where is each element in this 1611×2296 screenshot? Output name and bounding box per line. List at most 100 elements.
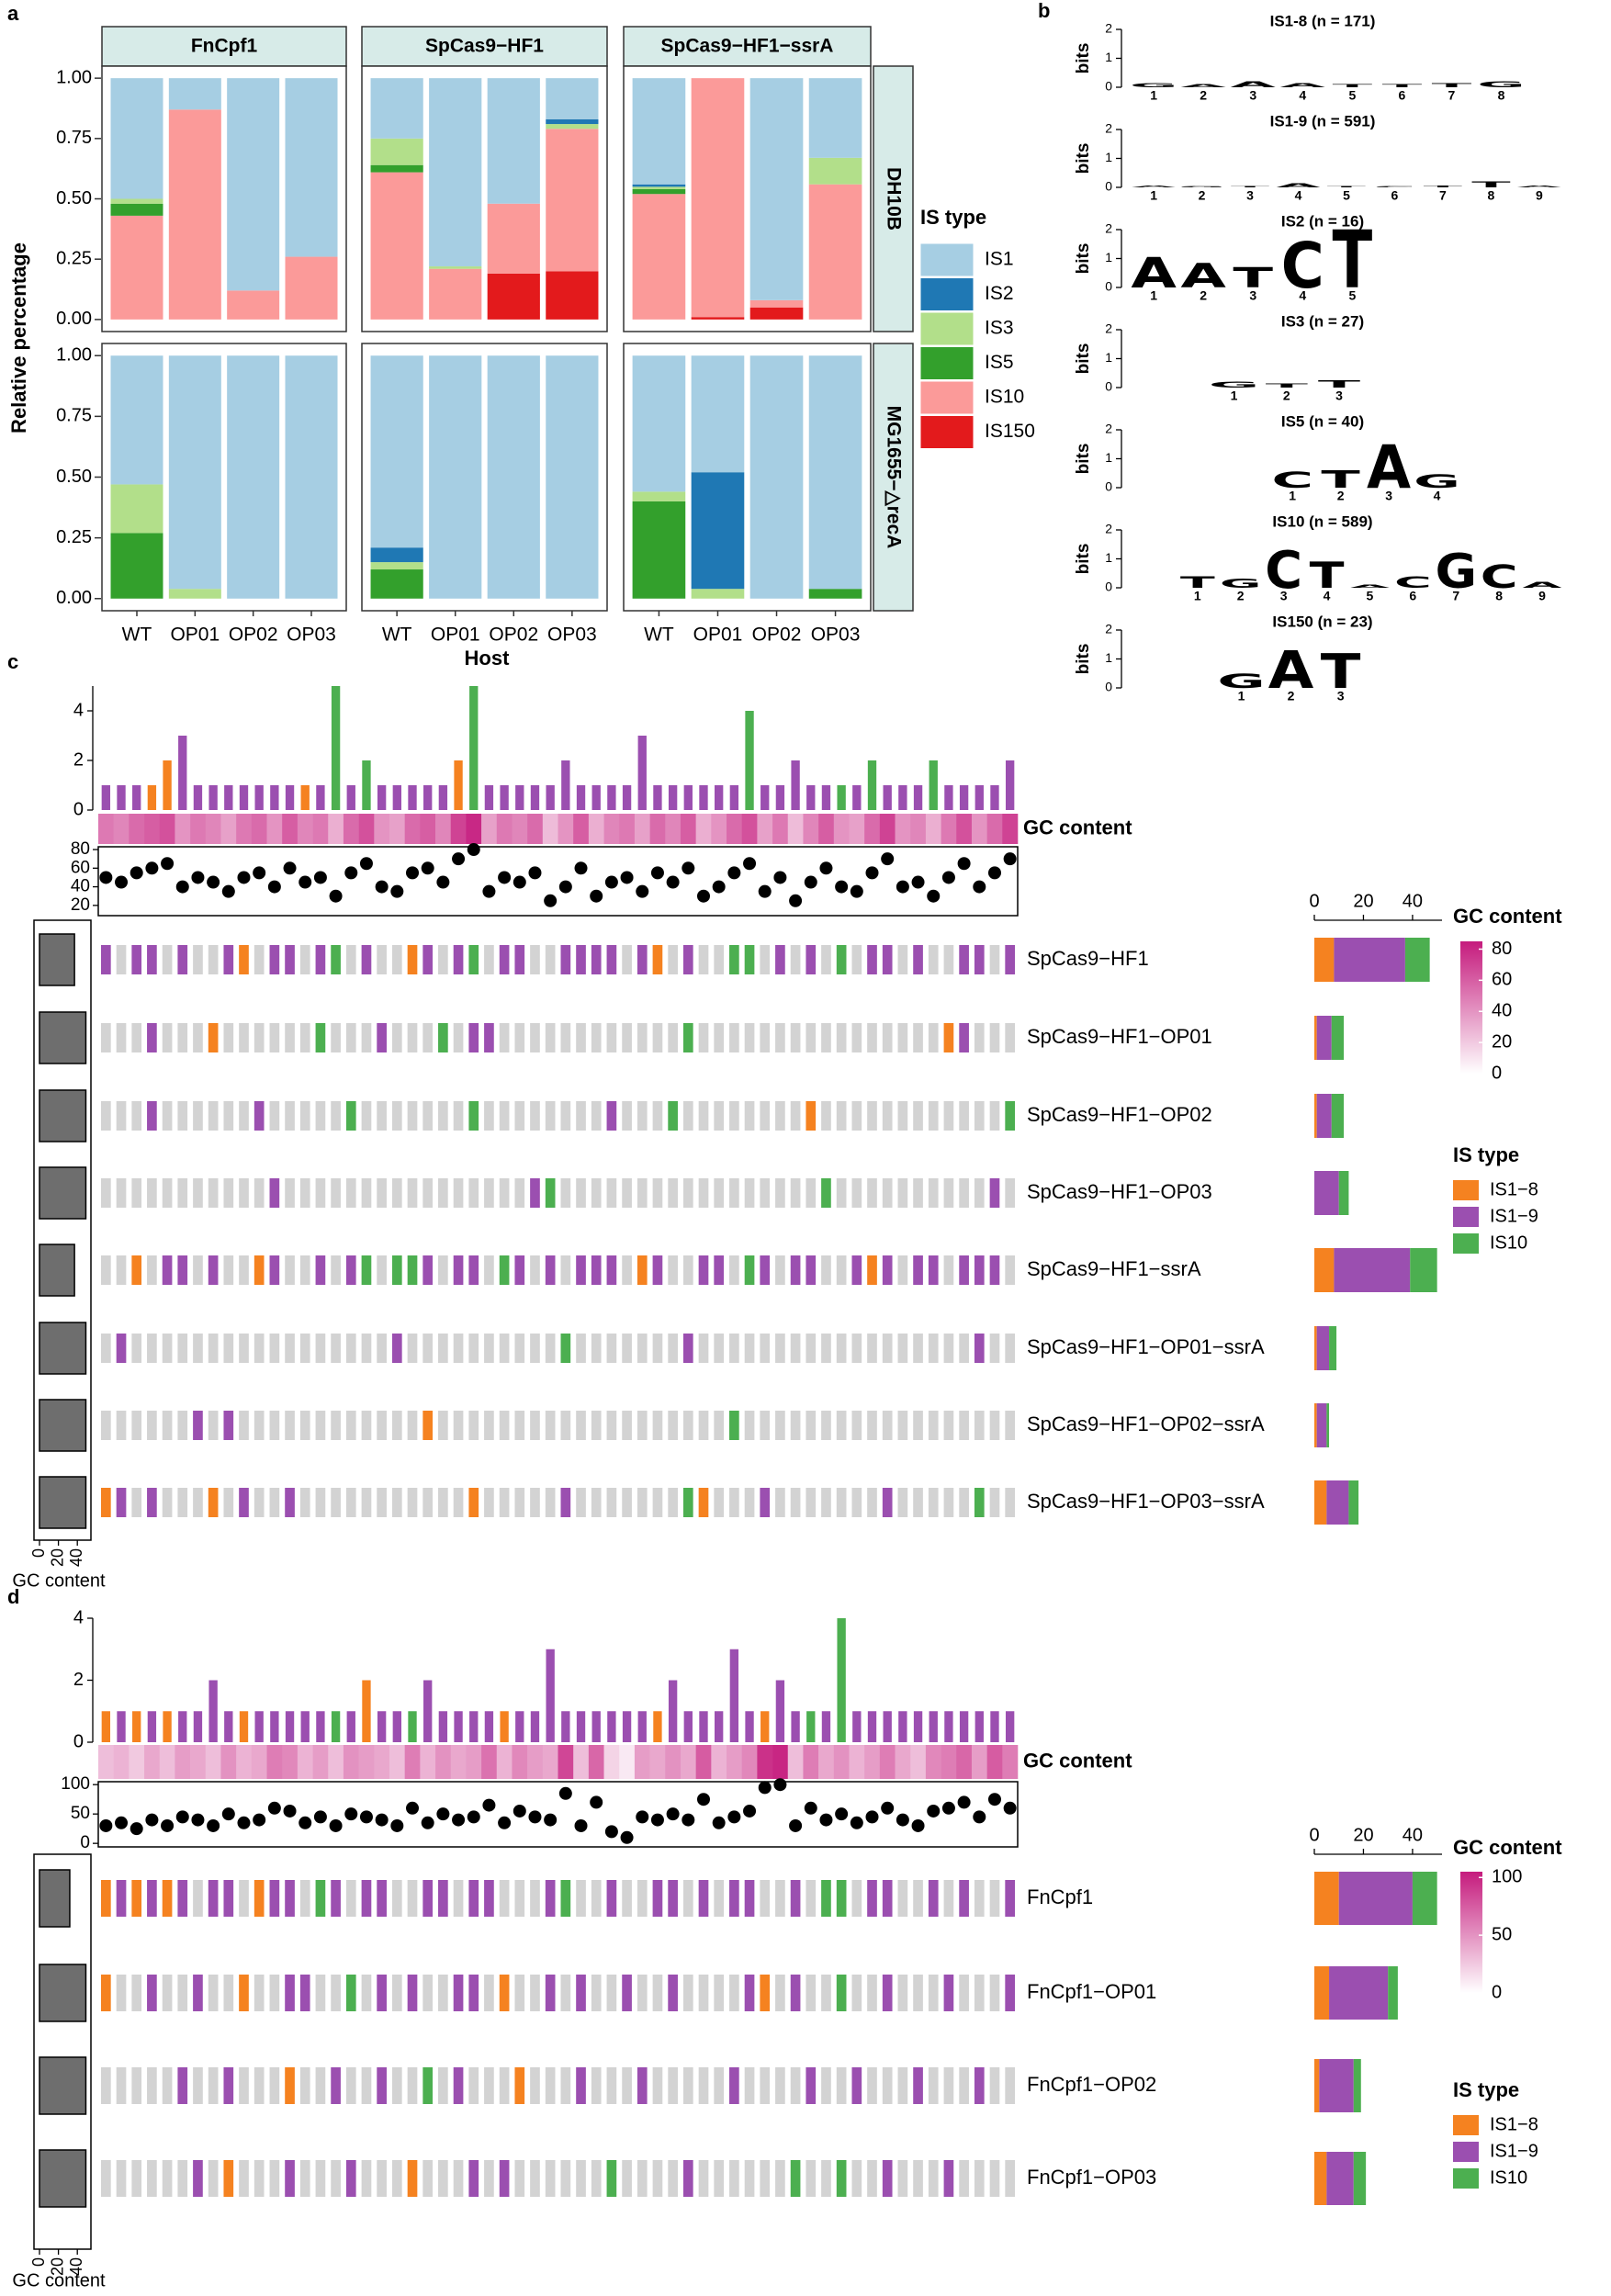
gc-heat-cell <box>220 1745 237 1779</box>
matrix-cell <box>162 2160 173 2197</box>
matrix-cell <box>162 1488 173 1517</box>
matrix-cell <box>652 1975 663 2011</box>
matrix-cell <box>422 1101 434 1131</box>
count-segment <box>1316 1094 1332 1138</box>
legend-title: IS type <box>1453 2078 1519 2101</box>
gc-heat-cell <box>404 1745 421 1779</box>
count-segment <box>1314 1016 1317 1060</box>
x-tick-label: 20 <box>48 2257 66 2276</box>
matrix-cell <box>560 1880 571 1917</box>
gc-heat-cell <box>986 814 1003 844</box>
matrix-cell <box>836 1488 847 1517</box>
logo-letter: A <box>1280 82 1326 89</box>
matrix-cell <box>806 1023 817 1052</box>
matrix-cell <box>851 945 862 974</box>
matrix-cell <box>361 1411 372 1440</box>
gc-heat-cell <box>389 1745 405 1779</box>
matrix-cell <box>377 945 387 974</box>
matrix-cell <box>193 1255 203 1285</box>
matrix-cell <box>253 1488 265 1517</box>
gc-dot <box>804 1801 817 1815</box>
bar-segment <box>808 78 862 158</box>
matrix-cell <box>499 1101 510 1131</box>
site-bar <box>392 785 401 810</box>
matrix-cell <box>361 2067 372 2104</box>
gc-dot <box>161 1818 175 1832</box>
bar-segment <box>487 203 540 274</box>
matrix-cell <box>361 1101 372 1131</box>
matrix-cell <box>821 2067 831 2104</box>
matrix-cell <box>193 2160 203 2197</box>
logo-letter-group: T <box>1333 213 1373 306</box>
gc-dot <box>558 1786 572 1800</box>
gc-heat-cell <box>941 1745 957 1779</box>
gc-heat-cell <box>787 1745 804 1779</box>
matrix-cell <box>545 1255 556 1285</box>
matrix-cell <box>790 1975 801 2011</box>
logo-letter: C <box>1394 573 1432 591</box>
matrix-cell <box>928 1975 939 2011</box>
x-tick-label: 3 <box>1246 188 1254 203</box>
y-tick-label: 0 <box>80 1833 90 1852</box>
site-bar <box>653 785 662 810</box>
matrix-cell <box>438 1975 448 2011</box>
matrix-cell <box>438 1023 448 1052</box>
matrix-cell <box>729 1411 739 1440</box>
site-bar <box>1005 1711 1015 1742</box>
matrix-cell <box>285 1975 295 2011</box>
x-tick-label: 0 <box>29 1548 48 1558</box>
logo-title: IS150 (n = 23) <box>1272 613 1372 630</box>
matrix-cell <box>530 1178 540 1208</box>
matrix-cell <box>714 1975 725 2011</box>
matrix-cell <box>560 945 571 974</box>
count-segment <box>1331 1094 1345 1138</box>
matrix-cell <box>453 2160 464 2197</box>
matrix-cell <box>345 1101 356 1131</box>
matrix-cell <box>790 1255 801 1285</box>
gc-dot <box>558 880 572 894</box>
gc-dot <box>620 1830 634 1844</box>
matrix-cell <box>116 1880 127 1917</box>
gc-heat-cell <box>665 1745 682 1779</box>
matrix-cell <box>913 1880 923 1917</box>
site-bar <box>346 1711 355 1742</box>
gc-heat-cell <box>374 1745 390 1779</box>
matrix-cell <box>208 1255 219 1285</box>
matrix-cell <box>668 1880 678 1917</box>
matrix-cell <box>361 1880 372 1917</box>
gc-dot <box>207 875 220 889</box>
matrix-cell <box>147 2067 157 2104</box>
matrix-cell <box>407 945 418 974</box>
matrix-cell <box>560 1411 571 1440</box>
matrix-cell <box>116 1488 127 1517</box>
matrix-cell <box>453 1411 464 1440</box>
matrix-cell <box>882 1023 893 1052</box>
gc-heat-cell <box>757 1745 773 1779</box>
matrix-cell <box>299 1411 310 1440</box>
gc-dot <box>406 1801 420 1815</box>
matrix-cell <box>223 1178 234 1208</box>
x-tick-label: 4 <box>1299 88 1306 103</box>
logo-letter-group: A <box>1268 641 1314 701</box>
site-bar <box>469 686 479 810</box>
y-tick-label: 0 <box>73 1731 84 1751</box>
gc-heat-cell <box>695 814 712 844</box>
gc-dot <box>911 875 925 889</box>
matrix-cell <box>591 1488 602 1517</box>
matrix-cell <box>331 1411 341 1440</box>
matrix-cell <box>897 1101 908 1131</box>
bar-segment <box>632 194 686 320</box>
matrix-cell <box>682 1488 693 1517</box>
matrix-cell <box>315 1334 326 1363</box>
matrix-cell <box>760 1334 771 1363</box>
matrix-cell <box>147 2160 157 2197</box>
site-bar <box>913 785 923 810</box>
matrix-cell <box>775 1023 785 1052</box>
matrix-cell <box>989 1255 1000 1285</box>
matrix-cell <box>391 945 402 974</box>
y-tick-label: 0 <box>1105 680 1112 694</box>
matrix-cell <box>576 1255 586 1285</box>
gc-heat-cell <box>619 814 636 844</box>
gc-heat-cell <box>634 814 650 844</box>
matrix-cell <box>882 2067 893 2104</box>
